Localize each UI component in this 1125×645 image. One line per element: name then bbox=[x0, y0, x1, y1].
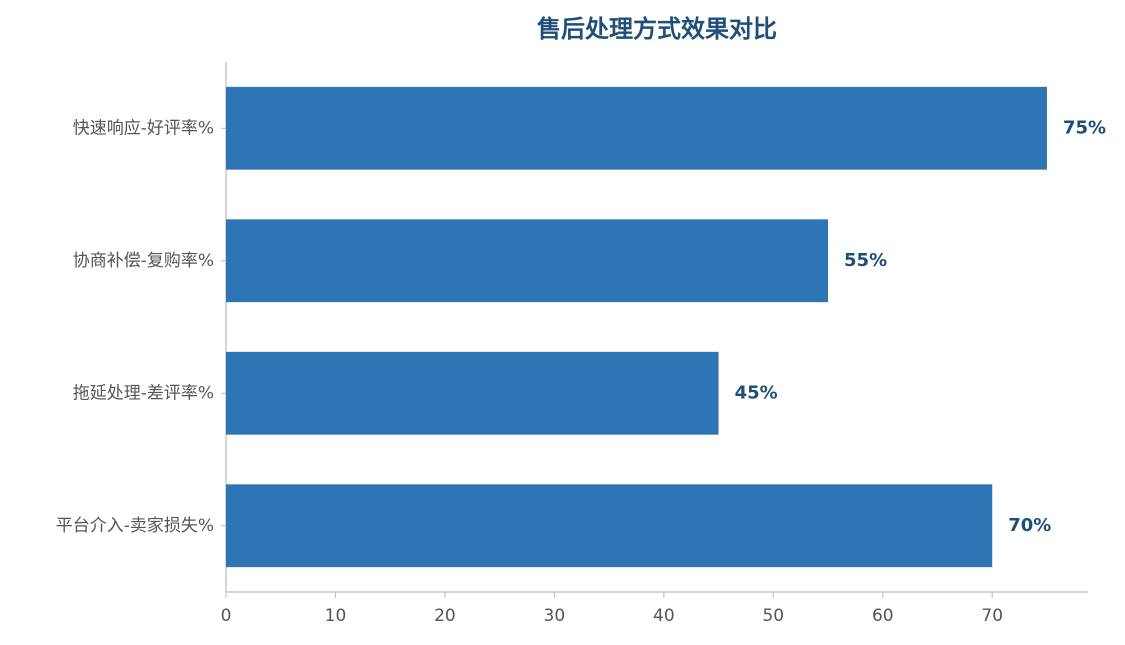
value-label: 55% bbox=[844, 250, 887, 271]
bar bbox=[226, 86, 1047, 170]
x-tick-label: 40 bbox=[653, 606, 675, 626]
y-tick-label: 协商补偿-复购率% bbox=[73, 251, 214, 271]
bar bbox=[226, 484, 993, 568]
bar bbox=[226, 219, 829, 303]
x-tick-label: 20 bbox=[434, 606, 456, 626]
x-tick-label: 50 bbox=[762, 606, 784, 626]
bar bbox=[226, 351, 719, 435]
y-tick-label: 快速响应-好评率% bbox=[73, 118, 214, 138]
value-label: 70% bbox=[1008, 515, 1051, 536]
x-tick-label: 10 bbox=[325, 606, 347, 626]
chart-title: 售后处理方式效果对比 bbox=[537, 15, 777, 43]
x-tick-label: 60 bbox=[872, 606, 894, 626]
x-tick-label: 30 bbox=[544, 606, 566, 626]
y-tick-label: 平台介入-卖家损失% bbox=[56, 516, 214, 536]
x-tick-label: 0 bbox=[221, 606, 232, 626]
x-tick-label: 70 bbox=[981, 606, 1003, 626]
value-label: 75% bbox=[1063, 117, 1106, 138]
y-tick-label: 拖延处理-差评率% bbox=[73, 383, 214, 403]
value-label: 45% bbox=[735, 382, 778, 403]
